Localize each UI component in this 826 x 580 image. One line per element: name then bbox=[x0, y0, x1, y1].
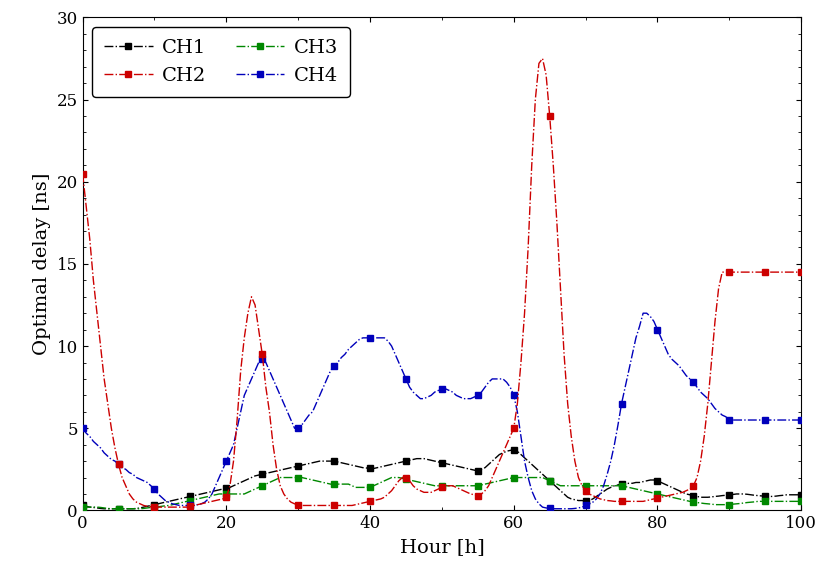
X-axis label: Hour [h]: Hour [h] bbox=[400, 538, 484, 556]
Y-axis label: Optimal delay [ns]: Optimal delay [ns] bbox=[33, 173, 51, 355]
Legend: CH1, CH2, CH3, CH4: CH1, CH2, CH3, CH4 bbox=[93, 27, 350, 96]
